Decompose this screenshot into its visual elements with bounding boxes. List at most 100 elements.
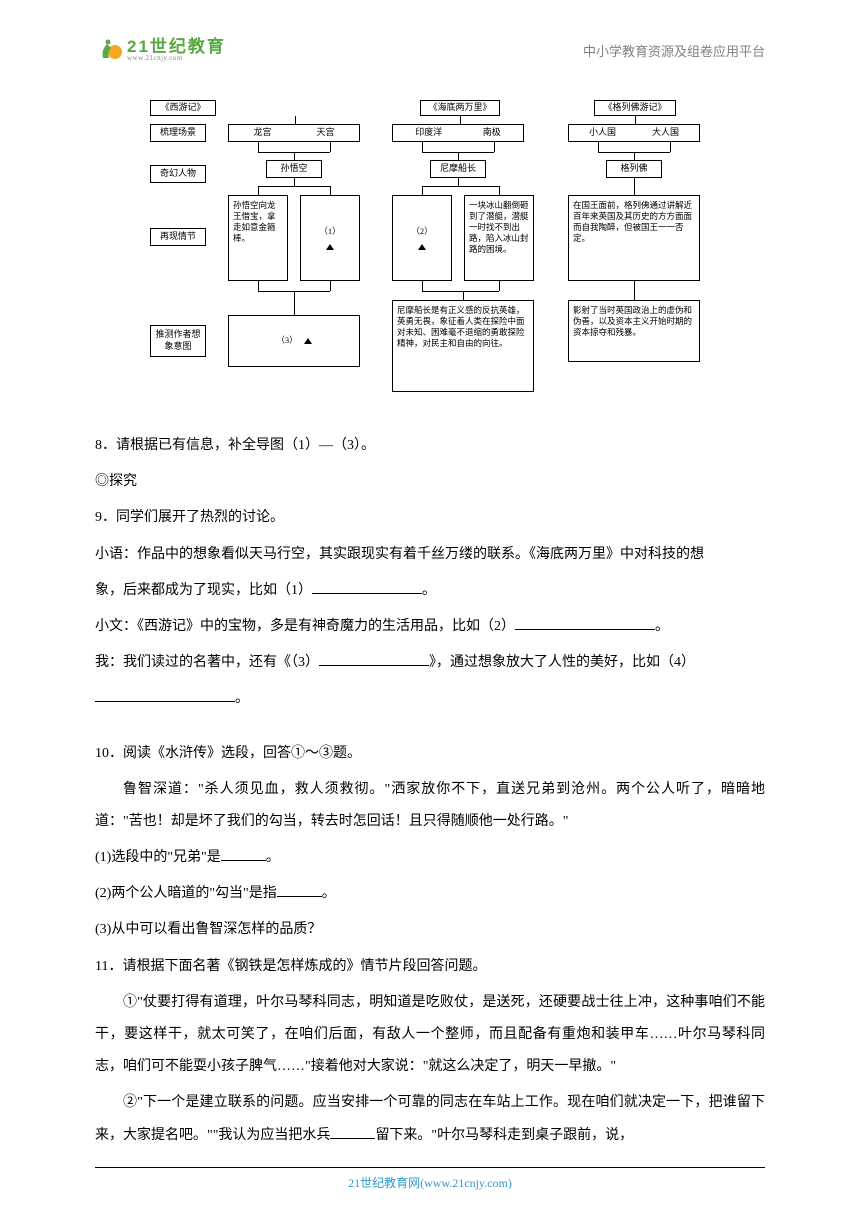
row-label: 推测作者想象意图 bbox=[150, 325, 206, 357]
connector bbox=[463, 291, 464, 300]
mind-map-diagram: 梳理场景 奇幻人物 再现情节 推测作者想象意图 《西游记》 《海底两万里》 《格… bbox=[150, 100, 710, 405]
row-label: 梳理场景 bbox=[150, 124, 206, 142]
blank-marker-icon bbox=[418, 244, 426, 250]
question-9-head: 9．同学们展开了热烈的讨论。 bbox=[95, 502, 765, 534]
blank-marker-icon bbox=[304, 338, 312, 344]
character: 格列佛 bbox=[606, 160, 662, 178]
logo-sub: www.21cnjy.com bbox=[127, 55, 226, 62]
connector bbox=[294, 291, 295, 315]
header-platform-text: 中小学教育资源及组卷应用平台 bbox=[583, 41, 765, 60]
plot-blank-1: （1） bbox=[300, 195, 360, 281]
fill-blank[interactable] bbox=[221, 844, 266, 861]
connector bbox=[258, 142, 259, 152]
scene: 小人国 bbox=[589, 127, 616, 139]
book-title: 《海底两万里》 bbox=[420, 100, 500, 116]
footer-text: 21世纪教育网(www.21cnjy.com) bbox=[348, 1176, 512, 1190]
connector bbox=[422, 186, 499, 187]
connector bbox=[294, 178, 295, 186]
text: 。 bbox=[322, 886, 336, 901]
connector bbox=[258, 281, 259, 291]
connector bbox=[598, 142, 599, 152]
blank-label: （3） bbox=[276, 335, 297, 346]
connector bbox=[494, 142, 495, 152]
connector bbox=[460, 116, 461, 124]
connector bbox=[258, 186, 330, 187]
fill-blank[interactable] bbox=[312, 577, 422, 594]
q11-p2: ②"下一个是建立联系的问题。应当安排一个可靠的同志在车站上工作。现在咱们就决定一… bbox=[95, 1087, 765, 1151]
fill-blank[interactable] bbox=[277, 880, 322, 897]
scene: 天宫 bbox=[316, 127, 334, 139]
logo-icon bbox=[95, 36, 123, 64]
fill-blank[interactable] bbox=[330, 1122, 375, 1139]
q9-line3b: 。 bbox=[95, 683, 765, 715]
text: 小文：《西游记》中的宝物，多是有神奇魔力的生活用品，比如（2） bbox=[95, 619, 515, 634]
fill-blank[interactable] bbox=[95, 686, 235, 703]
connector bbox=[294, 152, 295, 160]
connector bbox=[634, 178, 635, 195]
logo: 21世纪教育 www.21cnjy.com bbox=[95, 36, 226, 64]
fill-blank[interactable] bbox=[515, 613, 655, 630]
q10-sub3: (3)从中可以看出鲁智深怎样的品质？ bbox=[95, 914, 765, 946]
logo-main: 21世纪教育 bbox=[127, 38, 226, 55]
scene: 龙宫 bbox=[253, 127, 271, 139]
question-8: 8．请根据已有信息，补全导图（1）—（3）。 bbox=[95, 430, 765, 462]
connector bbox=[330, 186, 331, 195]
q9-line2: 小文：《西游记》中的宝物，多是有神奇魔力的生活用品，比如（2）。 bbox=[95, 611, 765, 643]
text: 我：我们读过的名著中，还有《（3） bbox=[95, 655, 319, 670]
scene: 印度洋 bbox=[415, 127, 442, 139]
book-title: 《西游记》 bbox=[150, 100, 216, 116]
q10-sub2: (2)两个公人暗道的"勾当"是指 。 bbox=[95, 878, 765, 910]
character: 尼摩船长 bbox=[430, 160, 486, 178]
meaning-box: 尼摩船长是有正义感的反抗英雄，英勇无畏，象征着人类在探险中面对未知、困难毫不退缩… bbox=[392, 300, 534, 392]
page-content: 梳理场景 奇幻人物 再现情节 推测作者想象意图 《西游记》 《海底两万里》 《格… bbox=[95, 100, 765, 1156]
text: (2)两个公人暗道的"勾当"是指 bbox=[95, 886, 277, 901]
connector bbox=[422, 291, 499, 292]
connector bbox=[670, 142, 671, 152]
connector bbox=[634, 281, 635, 300]
plot-blank-2: （2） bbox=[392, 195, 452, 281]
scene: 南极 bbox=[483, 127, 501, 139]
row-label: 再现情节 bbox=[150, 228, 206, 246]
connector bbox=[635, 116, 636, 124]
logo-text: 21世纪教育 www.21cnjy.com bbox=[127, 38, 226, 62]
question-10-head: 10．阅读《水浒传》选段，回答①～③题。 bbox=[95, 738, 765, 770]
q11-p1: ①"仗要打得有道理，叶尔马琴科同志，明知道是吃败仗，是送死，还硬要战士往上冲，这… bbox=[95, 987, 765, 1084]
connector bbox=[330, 281, 331, 291]
fill-blank[interactable] bbox=[319, 649, 429, 666]
section-divider: ◎探究 bbox=[95, 466, 765, 498]
text: 。 bbox=[422, 583, 436, 598]
text: 留下来。"叶尔马琴科走到桌子跟前，说， bbox=[375, 1128, 633, 1143]
connector bbox=[422, 186, 423, 195]
q10-sub1: (1)选段中的"兄弟"是 。 bbox=[95, 842, 765, 874]
text: (1)选段中的"兄弟"是 bbox=[95, 850, 221, 865]
page-header: 21世纪教育 www.21cnjy.com 中小学教育资源及组卷应用平台 bbox=[95, 30, 765, 70]
blank-label: （2） bbox=[411, 226, 432, 237]
page-footer: 21世纪教育网(www.21cnjy.com) bbox=[95, 1167, 765, 1191]
q9-line1b: 象，后来都成为了现实，比如（1） 。 bbox=[95, 575, 765, 607]
scene-box: 印度洋 南极 bbox=[392, 124, 524, 142]
question-11-head: 11．请根据下面名著《钢铁是怎样炼成的》情节片段回答问题。 bbox=[95, 951, 765, 983]
scene: 大人国 bbox=[652, 127, 679, 139]
connector bbox=[458, 178, 459, 186]
text: 象，后来都成为了现实，比如（1） bbox=[95, 583, 312, 598]
text: 。 bbox=[266, 850, 280, 865]
connector bbox=[422, 281, 423, 291]
connector bbox=[258, 186, 259, 195]
plot-box: 一块冰山翻倒砸到了潜艇，潜艇一时找不到出路，陷入冰山封路的困境。 bbox=[464, 195, 534, 281]
connector bbox=[422, 142, 423, 152]
connector bbox=[330, 142, 331, 152]
blank-marker-icon bbox=[326, 244, 334, 250]
connector bbox=[499, 186, 500, 195]
connector bbox=[499, 281, 500, 291]
scene-box: 龙宫 天宫 bbox=[228, 124, 360, 142]
book-title: 《格列佛游记》 bbox=[594, 100, 676, 116]
text: 小语：作品中的想象看似天马行空，其实跟现实有着千丝万缕的联系。《海底两万里》中对… bbox=[95, 547, 704, 562]
character: 孙悟空 bbox=[266, 160, 322, 178]
blank-label: （1） bbox=[319, 226, 340, 237]
plot-box: 在国王面前，格列佛通过讲解近百年来英国及其历史的方方面面而自我陶醉，但被国王一一… bbox=[568, 195, 700, 281]
connector bbox=[458, 152, 459, 160]
plot-box: 孙悟空向龙王借宝，拿走如意金箍棒。 bbox=[228, 195, 288, 281]
q9-line3: 我：我们读过的名著中，还有《（3）》，通过想象放大了人性的美好，比如（4） bbox=[95, 647, 765, 679]
text: 。 bbox=[235, 691, 249, 706]
meaning-box: 影射了当时英国政治上的虚伪和伪善，以及资本主义开始时期的资本掠夺和残暴。 bbox=[568, 300, 700, 362]
